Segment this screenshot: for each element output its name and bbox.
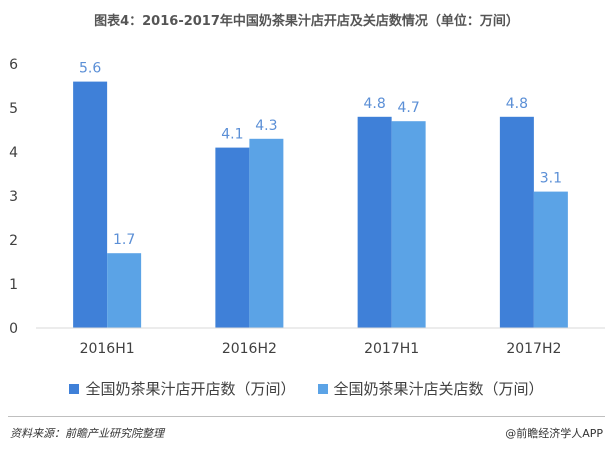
data-label-open: 5.6 xyxy=(79,61,101,77)
y-tick-label: 1 xyxy=(9,277,18,293)
bar-close xyxy=(107,253,142,328)
y-axis-ticks: 0 1 2 3 4 5 6 xyxy=(9,57,18,337)
source-note: 资料来源：前瞻产业研究院整理 xyxy=(10,427,164,440)
x-category-label: 2016H1 xyxy=(80,341,135,357)
bar-open xyxy=(499,116,534,328)
bars xyxy=(73,81,568,328)
legend-item-close: 全国奶茶果汁店关店数（万间） xyxy=(317,378,544,399)
credit-note: @前瞻经济学人APP xyxy=(505,427,603,440)
data-label-close: 3.1 xyxy=(540,171,562,187)
data-labels: 5.6 1.7 4.1 4.3 4.8 4.7 4.8 3.1 xyxy=(79,61,562,249)
bar-close xyxy=(249,138,284,328)
legend-label-close: 全国奶茶果汁店关店数（万间） xyxy=(333,380,544,398)
data-label-close: 4.3 xyxy=(255,118,277,134)
bar-open xyxy=(73,81,108,328)
data-label-open: 4.1 xyxy=(221,127,243,143)
y-tick-label: 3 xyxy=(9,189,18,205)
legend-swatch-close xyxy=(317,383,328,394)
x-category-label: 2016H2 xyxy=(222,341,277,357)
data-label-close: 4.7 xyxy=(397,100,419,116)
x-category-label: 2017H1 xyxy=(364,341,419,357)
legend-item-open: 全国奶茶果汁店开店数（万间） xyxy=(69,378,296,399)
data-label-open: 4.8 xyxy=(363,96,385,112)
y-tick-label: 0 xyxy=(9,321,18,337)
legend-swatch-open xyxy=(69,383,80,394)
y-tick-label: 4 xyxy=(9,145,18,161)
y-tick-label: 5 xyxy=(9,101,18,117)
footer-divider xyxy=(8,416,605,417)
legend: 全国奶茶果汁店开店数（万间） 全国奶茶果汁店关店数（万间） xyxy=(0,378,613,399)
x-category-label: 2017H2 xyxy=(506,341,561,357)
chart-title: 图表4：2016-2017年中国奶茶果汁店开店及关店数情况（单位：万间） xyxy=(94,14,519,29)
bar-close xyxy=(533,191,568,328)
bar-open xyxy=(215,147,250,328)
bar-close xyxy=(391,121,426,328)
x-axis-categories: 2016H1 2016H2 2017H1 2017H2 xyxy=(80,341,562,357)
bar-open xyxy=(357,116,392,328)
legend-label-open: 全国奶茶果汁店开店数（万间） xyxy=(85,380,296,398)
data-label-close: 1.7 xyxy=(113,232,135,248)
data-label-open: 4.8 xyxy=(506,96,528,112)
y-tick-label: 6 xyxy=(9,57,18,73)
y-tick-label: 2 xyxy=(9,233,18,249)
